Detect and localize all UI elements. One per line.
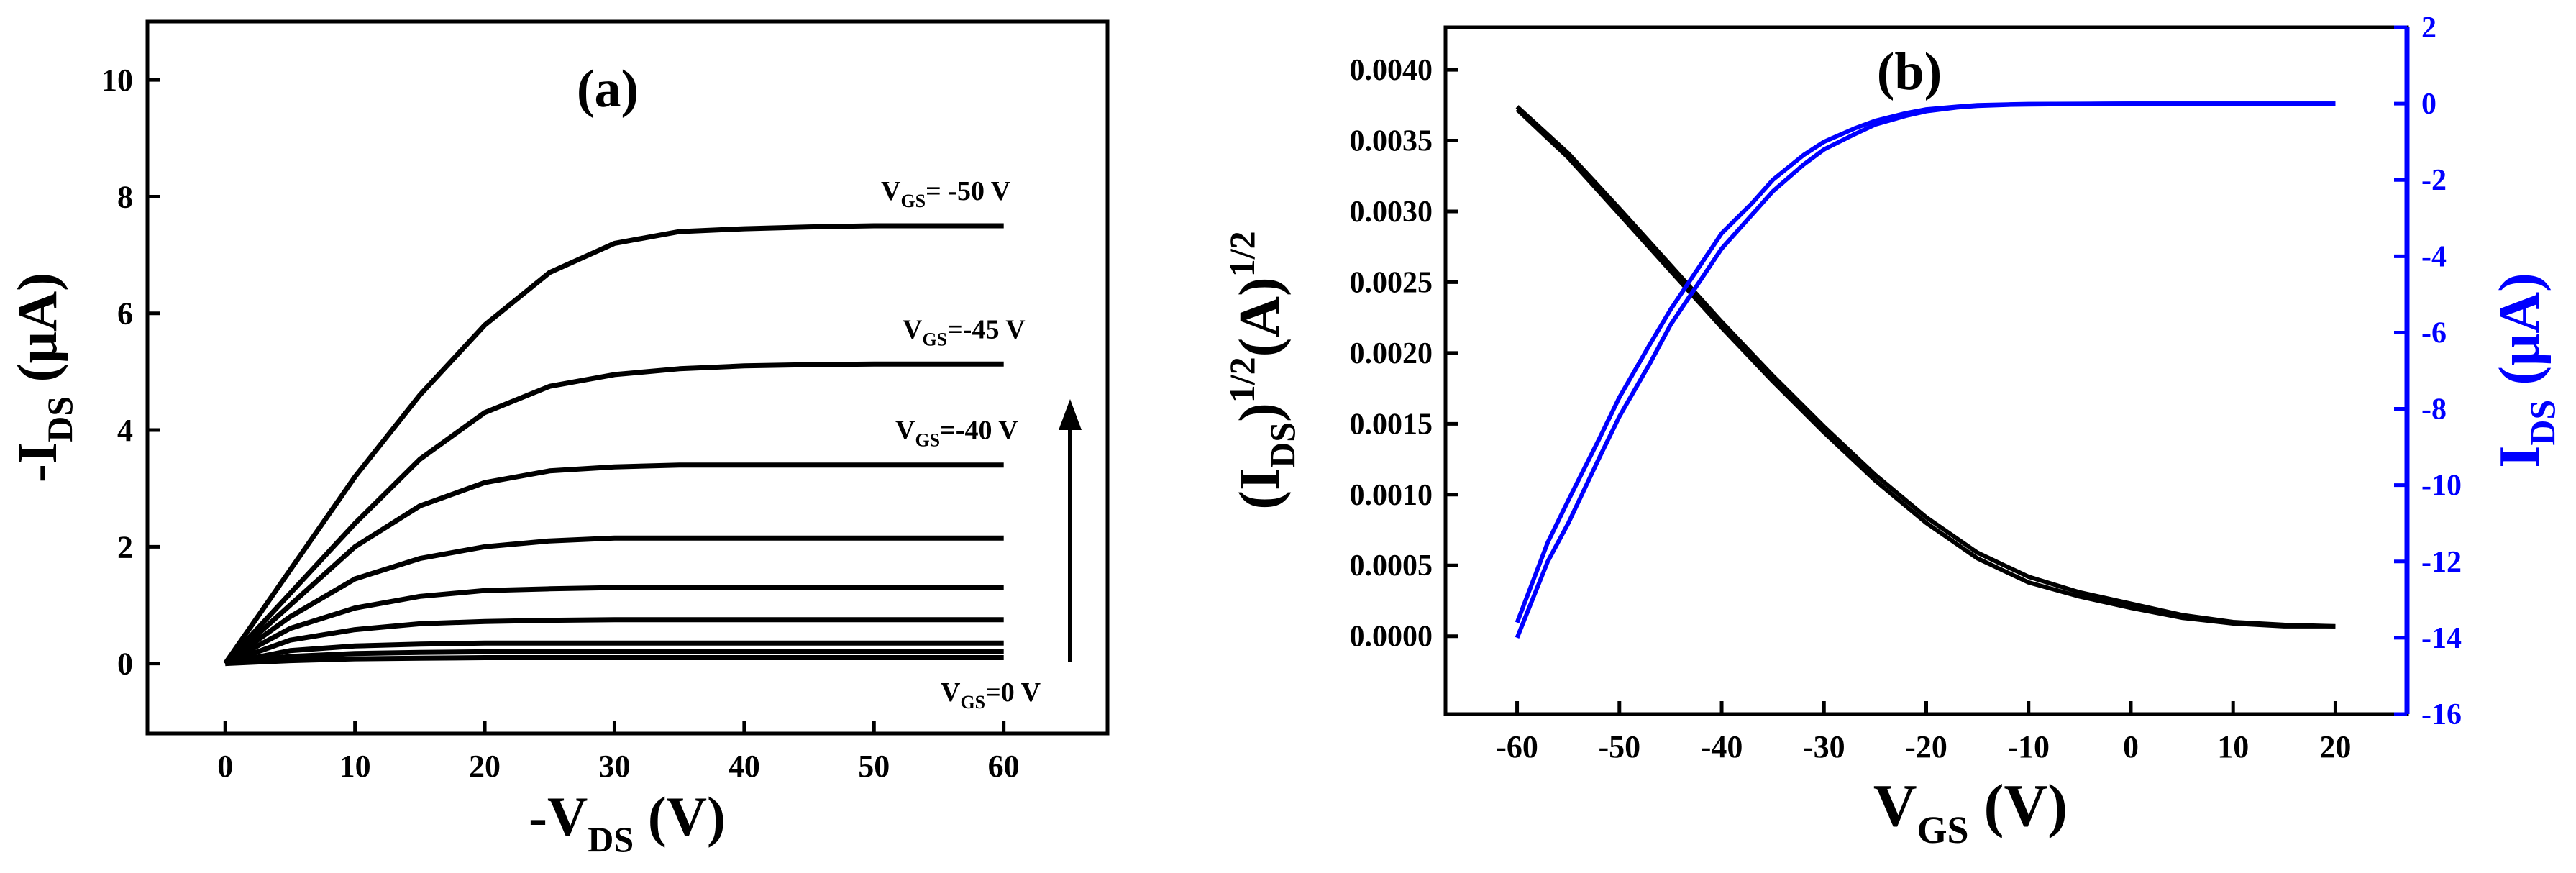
panel-b-left-y-tick-label: 0.0025	[1350, 266, 1433, 299]
panel-a-curve-2	[224, 640, 1004, 667]
panel-b-x-tick-label: 20	[2319, 729, 2351, 764]
panel-b-x-tick-label: -20	[1905, 729, 1947, 764]
panel-b-curve-sqrt-forward	[1515, 108, 2336, 629]
panel-b-label: (b)	[1877, 42, 1942, 101]
panel-b-left-y-tick-label: 0.0010	[1350, 479, 1433, 512]
panel-a-x-tick-label: 40	[729, 749, 760, 784]
panel-a-series-labels: VGS=-40 V VGS=-45 V VGS= -50 V	[881, 176, 1026, 451]
panel-b-right-y-tick-label: -6	[2421, 316, 2447, 349]
panel-a-y-tick-label: 8	[117, 179, 133, 214]
panel-a-series-label: VGS=-45 V	[903, 314, 1026, 349]
panel-a: 0 10 20 30 40 50 60 0 2 4 6 8 10 VGS=-40 V VGS=-45 V…	[6, 19, 1110, 859]
panel-a-y-tick-label: 4	[117, 413, 133, 448]
panel-a-curve-1	[224, 649, 1004, 667]
panel-b-left-y-tick-label: 0.0040	[1350, 54, 1433, 87]
panel-b-right-y-tick-label: 2	[2421, 12, 2436, 45]
panel-b-right-y-tick-label: -8	[2421, 393, 2447, 426]
panel-b-plot-frame	[1443, 25, 2409, 716]
panel-b-right-y-tick-label: -16	[2421, 698, 2462, 731]
panel-b-right-y-tick-label: -2	[2421, 164, 2447, 197]
panel-b-curve-sqrt-reverse	[1515, 105, 2336, 629]
panel-b-curve-ids-reverse	[1515, 101, 2336, 623]
panel-a-y-tick-label: 10	[101, 63, 133, 98]
panel-b: -60 -50 -40 -30 -20 -10 0 10 20 0.00000.00050.00…	[1222, 12, 2562, 851]
panel-a-y-tick-label: 2	[117, 529, 133, 565]
panel-a-vgs0-annotation: VGS=0 V	[941, 677, 1041, 713]
panel-a-x-tick-label: 60	[988, 749, 1020, 784]
panel-b-x-tick-label: -60	[1496, 729, 1538, 764]
panel-b-left-y-tick-label: 0.0035	[1350, 125, 1433, 158]
panel-b-left-y-tick-label: 0.0005	[1350, 549, 1433, 582]
panel-b-x-tick-label: -30	[1803, 729, 1845, 764]
panel-a-curve-0	[225, 655, 1004, 667]
panel-b-right-y-ticks: 2 0 -2 -4 -6 -8 -10 -12 -14 -16	[2394, 12, 2462, 731]
panel-b-left-y-axis-label: (IDS)1/2(A)1/2	[1222, 231, 1302, 509]
panel-a-curve-8	[223, 223, 1004, 665]
panel-a-y-tick-label: 6	[117, 296, 133, 332]
panel-b-right-y-tick-label: -12	[2421, 546, 2462, 579]
panel-a-arrow	[1059, 399, 1082, 662]
panel-a-series-label: VGS=-40 V	[895, 416, 1018, 451]
panel-a-x-tick-label: 20	[469, 749, 501, 784]
panel-b-x-tick-label: -40	[1701, 729, 1743, 764]
panel-b-left-y-tick-label: 0.0015	[1350, 408, 1433, 441]
panel-a-x-axis-label: -VDS (V)	[529, 785, 726, 859]
panel-b-x-tick-label: -50	[1598, 729, 1640, 764]
panel-b-left-y-tick-label: 0.0000	[1350, 621, 1433, 654]
panel-a-x-tick-label: 50	[858, 749, 890, 784]
panel-b-right-y-axis-label: IDS (μA)	[2488, 273, 2562, 467]
panel-a-x-tick-label: 0	[217, 749, 233, 784]
panel-a-label: (a)	[577, 60, 639, 119]
panel-a-curve-5	[224, 535, 1004, 666]
panel-a-curve-4	[224, 585, 1004, 666]
panel-a-x-tick-label: 30	[598, 749, 630, 784]
panel-b-x-ticks: -60 -50 -40 -30 -20 -10 0 10 20	[1496, 701, 2351, 764]
panel-a-y-tick-label: 0	[117, 646, 133, 682]
panel-b-x-axis-label: VGS (V)	[1873, 772, 2068, 851]
panel-b-x-tick-label: -10	[2007, 729, 2050, 764]
panel-a-series	[223, 223, 1004, 667]
panel-a-curve-7	[223, 361, 1004, 665]
panel-a-plot-frame	[145, 19, 1110, 736]
panel-b-right-y-tick-label: -14	[2421, 622, 2462, 655]
panel-b-left-y-tick-label: 0.0030	[1350, 196, 1433, 229]
panel-b-x-tick-label: 10	[2217, 729, 2249, 764]
panel-a-series-label: VGS= -50 V	[881, 176, 1011, 211]
panel-b-series	[1515, 101, 2336, 639]
panel-a-curve-3	[224, 617, 1004, 666]
panel-b-right-y-tick-label: 0	[2421, 88, 2436, 121]
panel-a-x-tick-label: 10	[339, 749, 371, 784]
panel-b-left-y-ticks: 0.0000 0.0005 0.0010 0.0015 0.0020 0.0025 0.00…	[1350, 54, 1458, 654]
panel-b-x-tick-label: 0	[2123, 729, 2139, 764]
panel-b-right-y-tick-label: -4	[2421, 240, 2447, 273]
panel-b-right-y-tick-label: -10	[2421, 470, 2462, 503]
panel-b-curve-ids-forward	[1515, 101, 2336, 639]
panel-a-curve-6	[223, 462, 1004, 666]
panel-a-x-ticks: 0 10 20 30 40 50 60	[217, 721, 1020, 784]
panel-a-y-axis-label: -IDS (μA)	[6, 273, 80, 483]
panel-b-left-y-tick-label: 0.0020	[1350, 337, 1433, 370]
panel-a-y-ticks: 0 2 4 6 8 10	[101, 63, 160, 682]
